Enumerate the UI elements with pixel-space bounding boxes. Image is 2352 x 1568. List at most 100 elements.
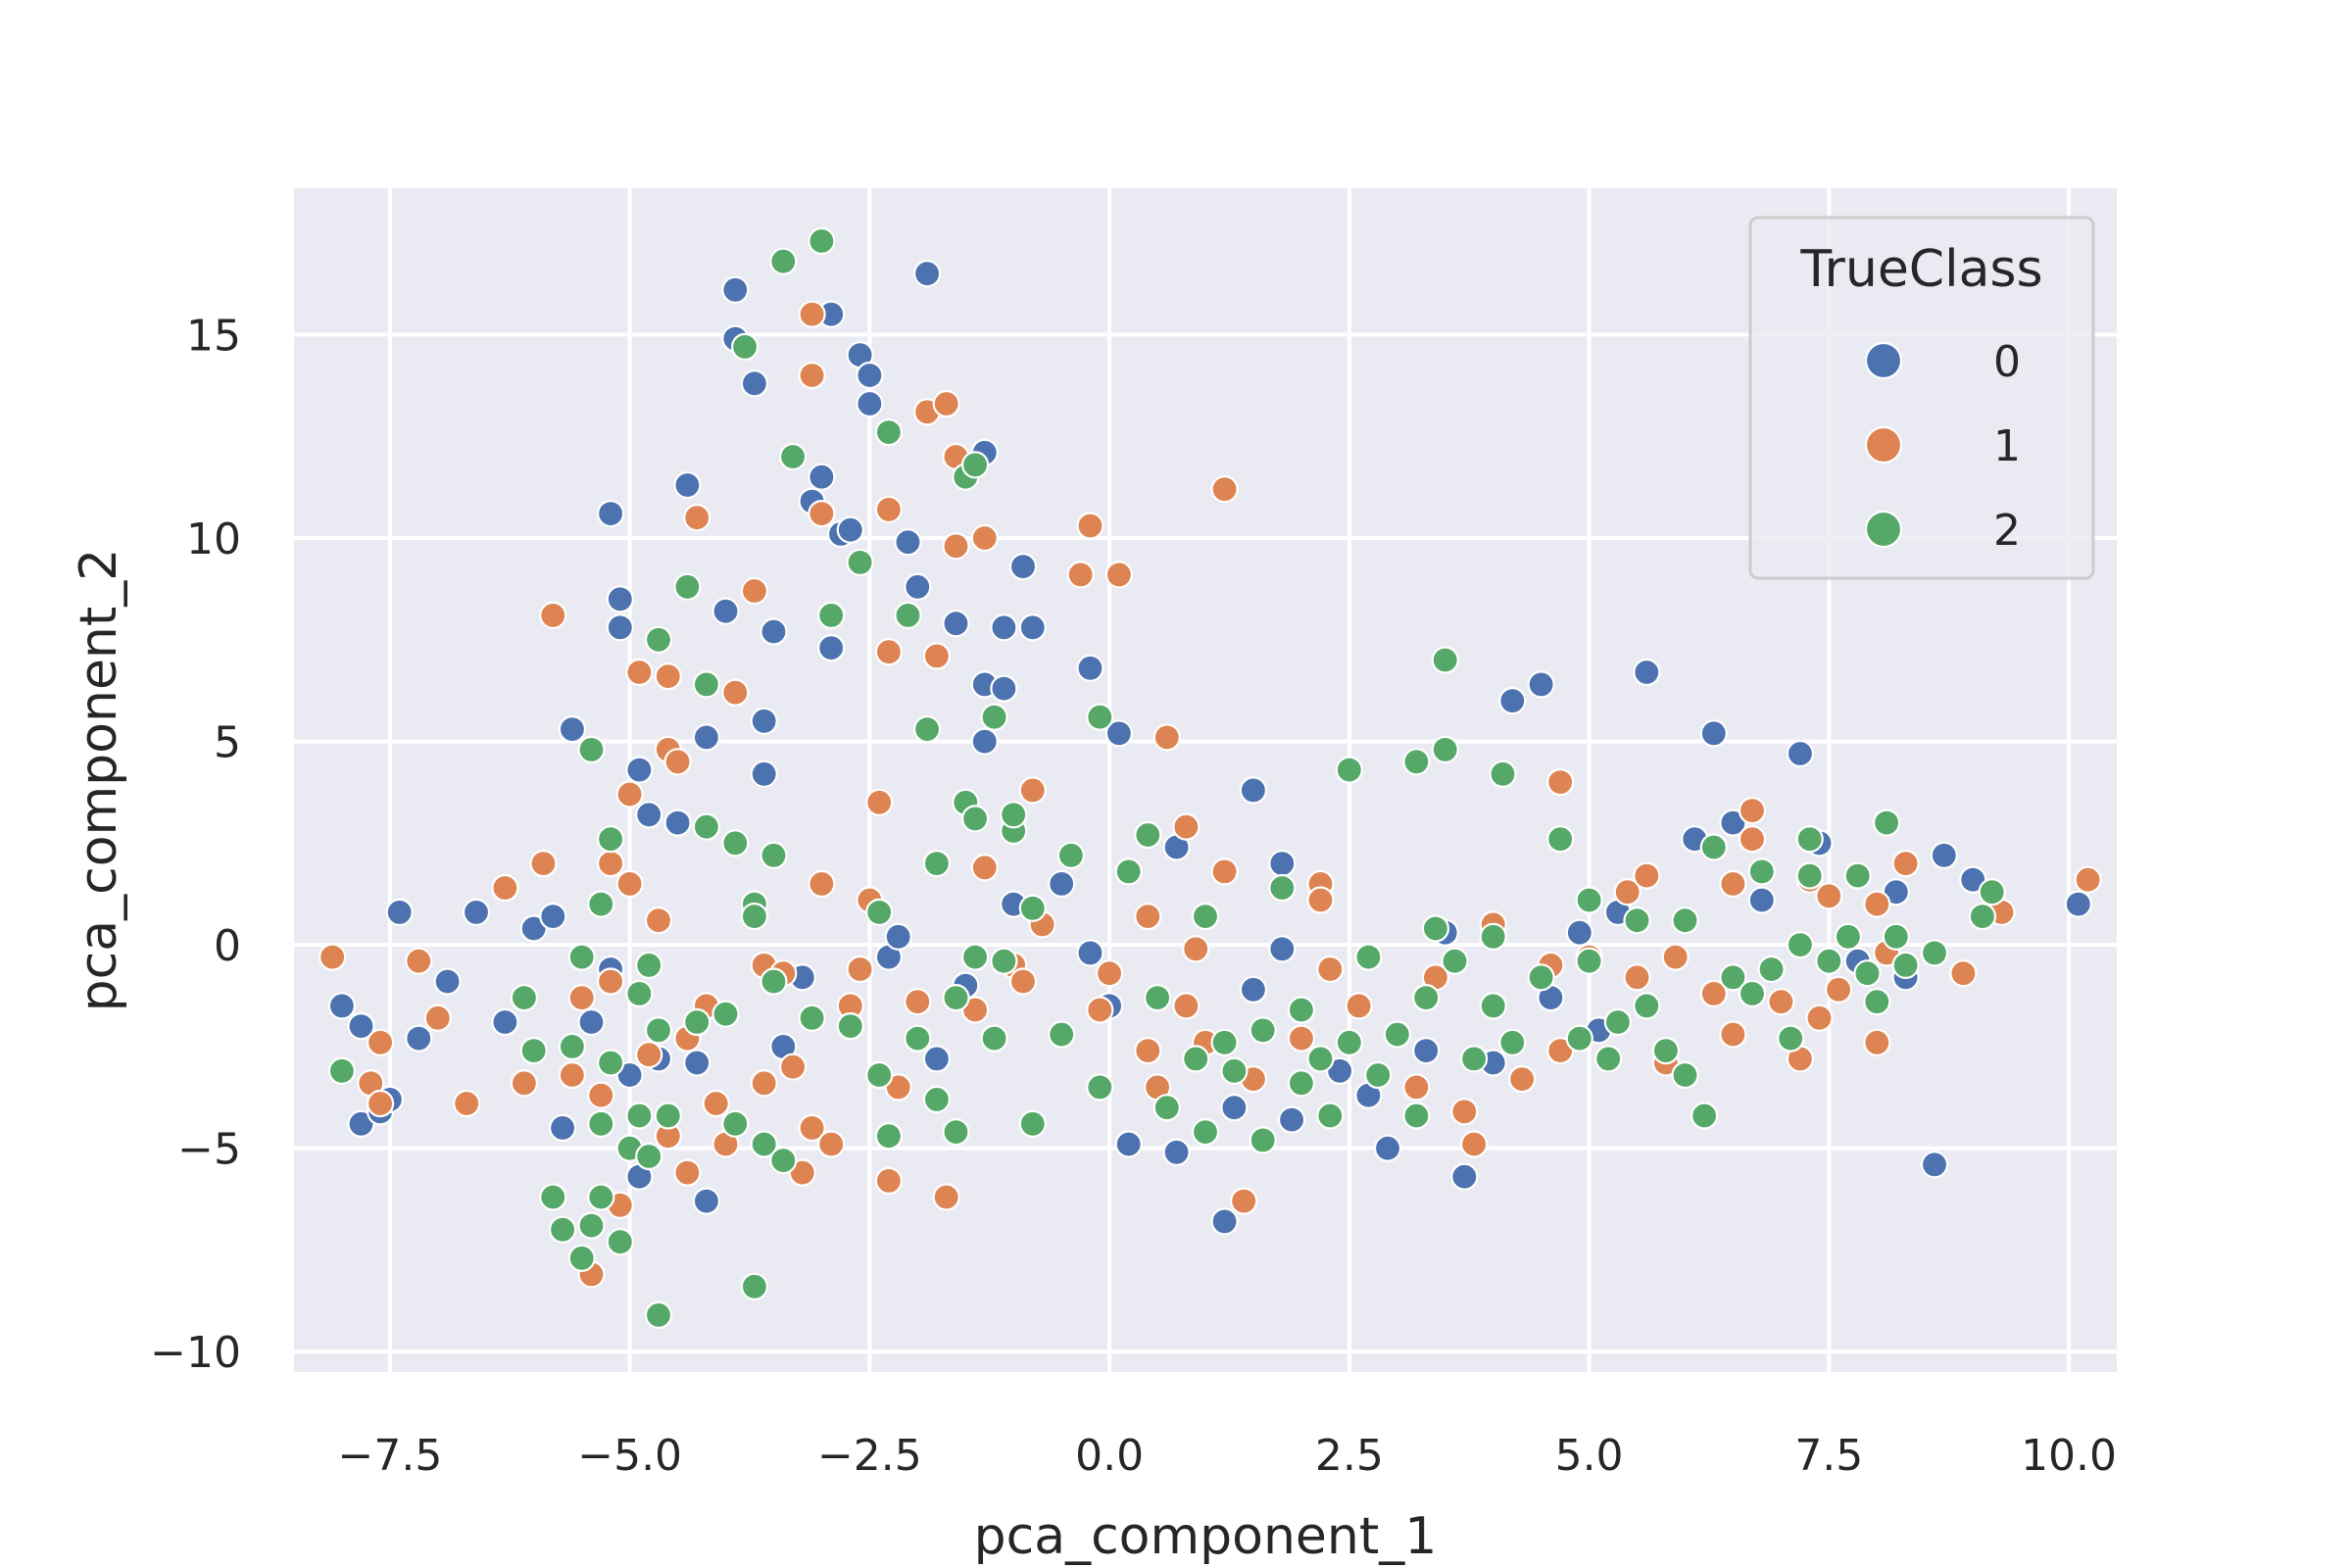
data-point-class-2 <box>865 898 894 927</box>
data-point-class-1 <box>1767 988 1795 1016</box>
data-point-class-1 <box>1402 1073 1431 1102</box>
data-point-class-1 <box>1738 825 1767 854</box>
x-axis-label: pca_component_1 <box>974 1507 1438 1566</box>
data-point-class-0 <box>904 572 932 601</box>
data-point-class-1 <box>778 1053 808 1081</box>
data-point-class-0 <box>1239 975 1268 1004</box>
data-point-class-2 <box>596 1049 625 1077</box>
data-point-class-2 <box>567 943 596 971</box>
data-point-class-2 <box>1191 902 1220 931</box>
data-point-class-1 <box>1018 776 1047 805</box>
data-point-class-0 <box>836 515 864 544</box>
data-point-class-2 <box>769 1146 798 1175</box>
data-point-class-1 <box>1623 963 1651 992</box>
data-point-class-1 <box>1134 902 1162 931</box>
data-point-class-2 <box>519 1036 548 1065</box>
data-point-class-1 <box>491 873 519 903</box>
data-point-class-1 <box>1459 1130 1489 1158</box>
data-point-class-2 <box>721 1109 750 1138</box>
data-point-class-2 <box>1690 1102 1719 1130</box>
data-point-class-2 <box>577 735 606 764</box>
data-point-class-0 <box>673 470 702 500</box>
data-point-class-0 <box>692 1187 721 1215</box>
data-point-class-1 <box>1008 967 1038 996</box>
data-point-class-2 <box>1834 922 1863 951</box>
data-point-class-2 <box>798 1004 826 1032</box>
data-point-class-2 <box>625 979 654 1008</box>
data-point-class-2 <box>960 805 990 833</box>
data-point-class-2 <box>904 1024 932 1053</box>
data-point-class-2 <box>865 1060 894 1090</box>
data-point-class-0 <box>1786 739 1815 768</box>
data-point-class-1 <box>405 947 433 975</box>
data-point-class-1 <box>846 955 874 984</box>
data-point-class-1 <box>1863 890 1891 918</box>
data-point-class-2 <box>1843 861 1872 890</box>
data-point-class-0 <box>577 1007 606 1037</box>
data-point-class-2 <box>673 572 702 601</box>
data-point-class-2 <box>1633 992 1661 1020</box>
data-point-class-2 <box>1747 858 1776 886</box>
data-point-class-2 <box>683 1007 711 1037</box>
data-point-class-2 <box>1402 748 1431 776</box>
data-point-class-1 <box>1824 975 1853 1004</box>
data-point-class-1 <box>865 788 894 816</box>
data-point-class-2 <box>1056 841 1086 869</box>
data-point-class-2 <box>960 943 990 971</box>
data-point-class-0 <box>433 967 462 996</box>
data-point-class-1 <box>663 748 692 776</box>
data-point-class-1 <box>318 943 347 971</box>
data-point-class-2 <box>1316 1102 1345 1130</box>
data-point-class-0 <box>1450 1162 1479 1191</box>
data-point-class-2 <box>1000 801 1028 829</box>
legend-label: 2 <box>1993 506 2021 556</box>
data-point-class-2 <box>1479 922 1507 951</box>
data-point-class-2 <box>1603 1007 1633 1037</box>
data-point-class-2 <box>1220 1056 1249 1085</box>
data-point-class-0 <box>856 361 884 390</box>
data-point-class-0 <box>750 760 778 788</box>
data-point-class-0 <box>347 1011 375 1041</box>
data-point-class-2 <box>769 247 798 275</box>
data-point-class-2 <box>750 1130 778 1158</box>
data-point-class-0 <box>1527 670 1555 699</box>
data-point-class-2 <box>1623 906 1651 935</box>
data-point-class-1 <box>683 504 711 532</box>
data-point-class-2 <box>1306 1045 1335 1073</box>
data-point-class-2 <box>1699 833 1728 861</box>
data-point-class-2 <box>1249 1016 1277 1045</box>
data-point-class-0 <box>558 714 587 744</box>
data-point-class-2 <box>692 670 721 699</box>
data-point-class-2 <box>1086 1073 1114 1102</box>
x-tick-labels: −7.5 −5.0 −2.5 0.0 2.5 5.0 7.5 10.0 <box>337 1431 2117 1481</box>
data-point-class-2 <box>644 1016 673 1045</box>
data-point-class-1 <box>596 967 625 996</box>
data-point-class-2 <box>548 1215 577 1244</box>
data-point-class-0 <box>808 463 836 491</box>
data-point-class-2 <box>587 1183 615 1211</box>
data-point-class-1 <box>596 849 625 878</box>
data-point-class-1 <box>1287 1024 1316 1053</box>
data-point-class-0 <box>462 898 491 927</box>
legend-title: TrueClass <box>1799 240 2042 299</box>
data-point-class-2 <box>1498 1028 1527 1056</box>
data-point-class-2 <box>808 226 836 256</box>
data-point-class-2 <box>539 1183 567 1211</box>
data-point-class-0 <box>856 389 884 418</box>
data-point-class-1 <box>587 1081 615 1109</box>
data-points <box>318 226 2102 1330</box>
data-point-class-2 <box>587 1109 615 1138</box>
data-point-class-2 <box>1191 1117 1220 1147</box>
data-point-class-1 <box>817 1130 846 1158</box>
data-point-class-2 <box>635 1142 663 1171</box>
legend-label: 0 <box>1993 337 2021 387</box>
x-tick-label: 5.0 <box>1555 1431 1624 1481</box>
data-point-class-0 <box>1162 1138 1191 1166</box>
data-point-class-0 <box>1268 849 1297 878</box>
data-point-class-1 <box>1507 1064 1537 1094</box>
legend-marker <box>1864 425 1903 465</box>
data-point-class-1 <box>1450 1098 1479 1126</box>
data-point-class-1 <box>567 983 596 1012</box>
data-point-class-0 <box>1565 918 1593 947</box>
data-point-class-2 <box>1335 756 1363 784</box>
